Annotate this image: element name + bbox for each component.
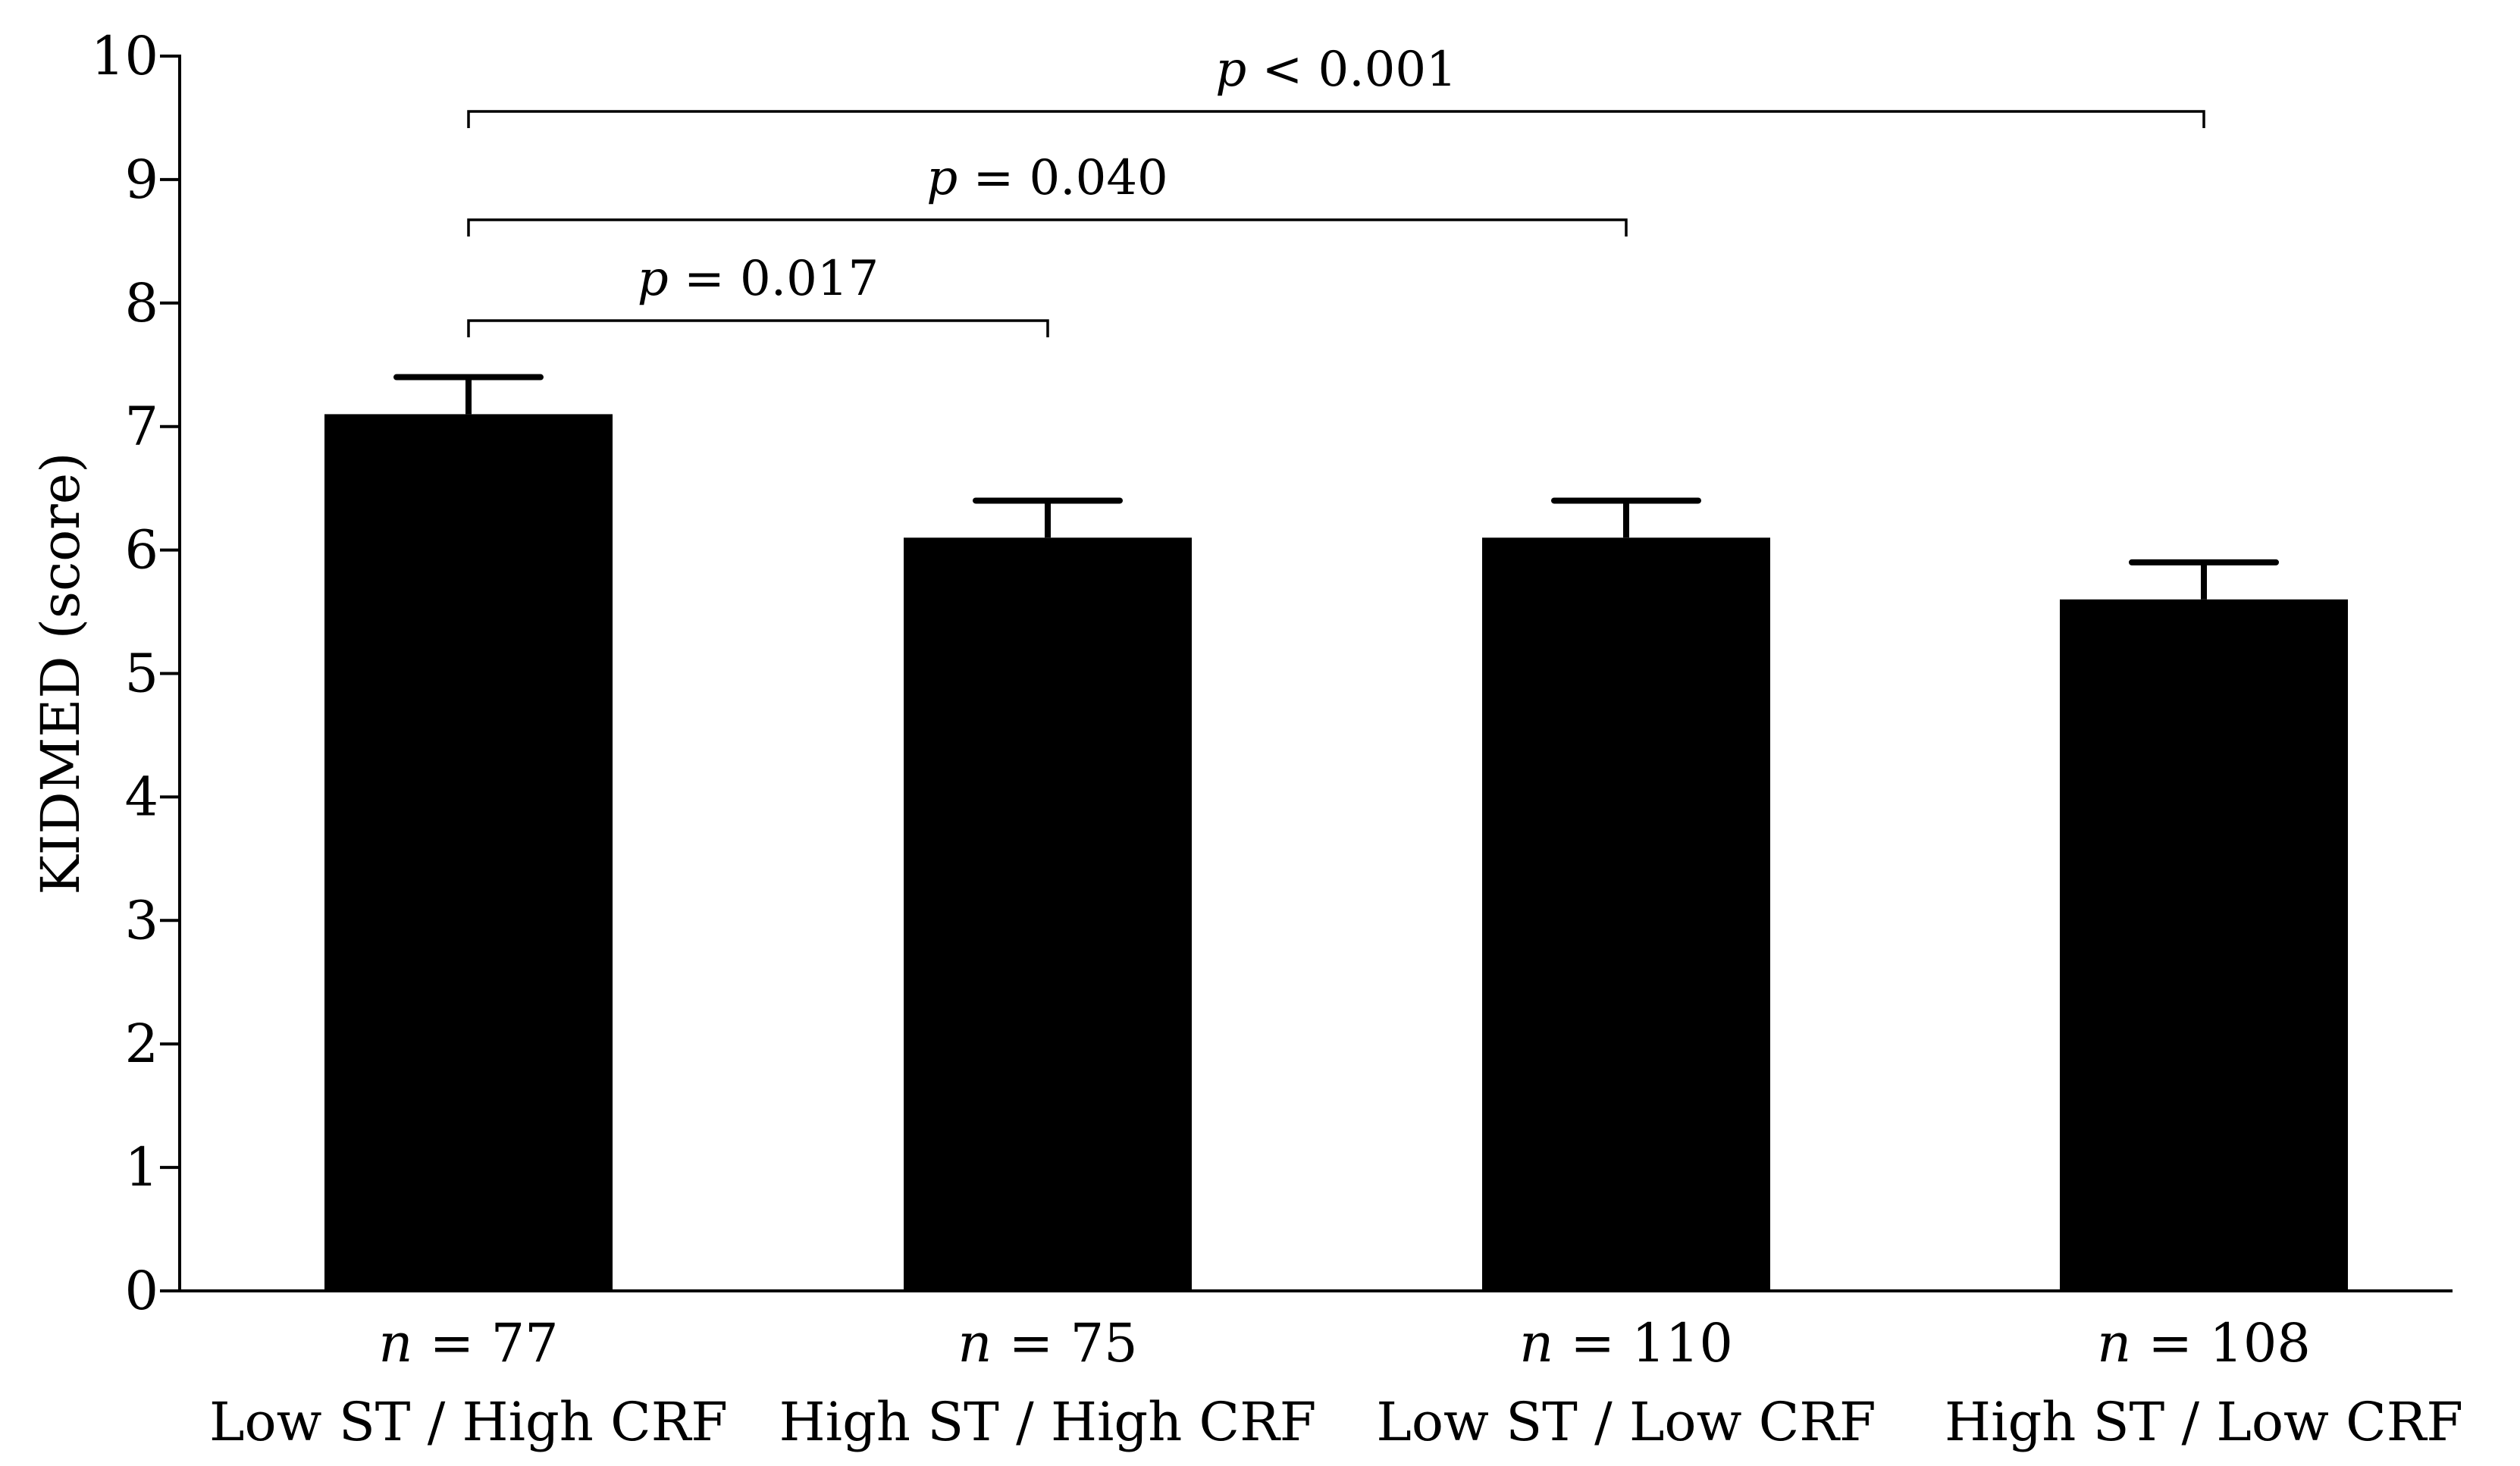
y-tick-label: 9 (124, 149, 158, 211)
x-tick-label: Low ST / Low CRF (1376, 1391, 1876, 1453)
n-label: n = 108 (2097, 1312, 2311, 1374)
significance-bracket (467, 218, 1628, 237)
n-value: = 75 (992, 1312, 1137, 1374)
y-tick-label: 6 (124, 519, 158, 581)
bar (904, 537, 1192, 1291)
n-label: n = 110 (1519, 1312, 1733, 1374)
y-tick-label: 7 (124, 396, 158, 458)
y-tick-label: 8 (124, 272, 158, 334)
p-value: < 0.001 (1246, 42, 1457, 98)
x-tick-label: Low ST / High CRF (209, 1391, 728, 1453)
y-axis-title: KIDMED (score) (30, 453, 92, 895)
p-value-label: p < 0.001 (1215, 42, 1457, 98)
y-tick-label: 10 (91, 25, 158, 87)
y-tick-label: 3 (124, 889, 158, 951)
bar (324, 414, 613, 1292)
p-symbol: p (1215, 42, 1246, 98)
p-value-label: p = 0.040 (926, 150, 1168, 206)
n-value: = 110 (1553, 1312, 1733, 1374)
bars (324, 414, 2348, 1292)
x-tick-label: High ST / Low CRF (1945, 1391, 2463, 1453)
y-tick-label: 1 (124, 1136, 158, 1198)
n-symbol: n (2097, 1312, 2131, 1374)
y-tick-label: 5 (124, 643, 158, 705)
significance-brackets (467, 110, 2205, 337)
error-bars (393, 374, 2279, 600)
y-tick-label: 0 (124, 1260, 158, 1322)
n-symbol: n (1519, 1312, 1553, 1374)
n-label: n = 75 (958, 1312, 1137, 1374)
y-tick-label: 2 (124, 1013, 158, 1075)
significance-bracket (467, 110, 2205, 128)
n-symbol: n (958, 1312, 992, 1374)
n-symbol: n (378, 1312, 412, 1374)
bar (1482, 537, 1770, 1291)
p-symbol: p (926, 150, 958, 206)
bar (2060, 599, 2348, 1291)
p-value-label: p = 0.017 (638, 251, 879, 307)
p-symbol: p (638, 251, 669, 307)
n-value: = 108 (2131, 1312, 2311, 1374)
x-tick-label: High ST / High CRF (779, 1391, 1317, 1453)
n-value: = 77 (412, 1312, 558, 1374)
p-value: = 0.017 (669, 251, 879, 307)
y-tick-label: 4 (124, 766, 158, 828)
n-label: n = 77 (378, 1312, 558, 1374)
p-value: = 0.040 (958, 150, 1168, 206)
significance-bracket (467, 319, 1049, 337)
